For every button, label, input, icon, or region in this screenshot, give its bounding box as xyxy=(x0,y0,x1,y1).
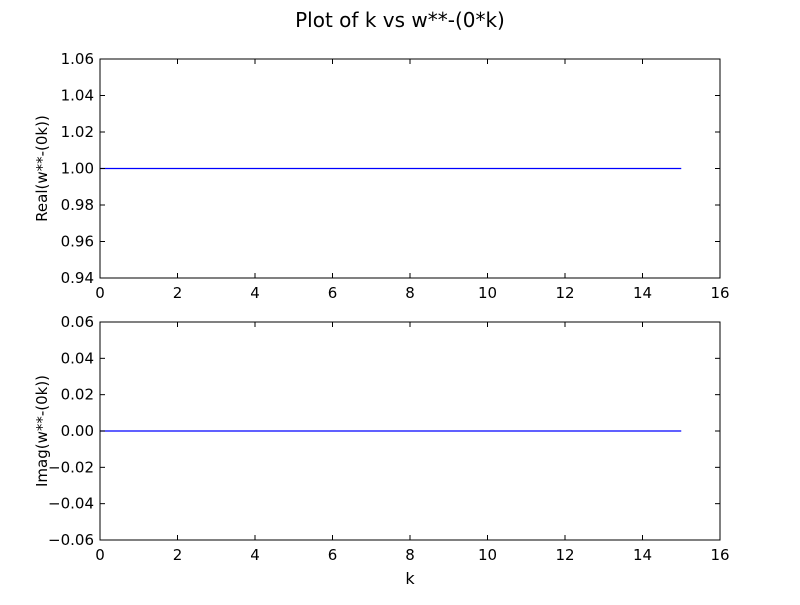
upper-x-tick-label: 8 xyxy=(405,284,415,302)
lower-x-tick-label: 8 xyxy=(405,546,415,564)
lower-x-tick-label: 12 xyxy=(555,546,574,564)
lower-y-tick-label: 0.02 xyxy=(61,386,94,404)
upper-x-tick-label: 6 xyxy=(328,284,338,302)
upper-y-tick-label: 1.02 xyxy=(61,123,94,141)
lower-y-tick-label: −0.04 xyxy=(48,495,94,513)
upper-x-tick-label: 14 xyxy=(633,284,652,302)
upper-x-tick-label: 4 xyxy=(250,284,260,302)
upper-y-tick-label: 0.94 xyxy=(61,269,94,287)
lower-y-tick-label: −0.02 xyxy=(48,458,94,476)
upper-y-tick-label: 1.04 xyxy=(61,87,94,105)
lower-y-tick-label: 0.00 xyxy=(61,422,94,440)
upper-y-axis-label: Real(w**-(0k)) xyxy=(33,115,51,222)
lower-x-tick-label: 10 xyxy=(478,546,497,564)
lower-y-tick-label: −0.06 xyxy=(48,531,94,549)
lower-x-tick-label: 0 xyxy=(95,546,105,564)
lower-x-tick-label: 4 xyxy=(250,546,260,564)
lower-x-axis-label: k xyxy=(405,569,415,588)
upper-x-tick-label: 2 xyxy=(173,284,183,302)
upper-x-tick-label: 0 xyxy=(95,284,105,302)
lower-y-tick-label: 0.06 xyxy=(61,313,94,331)
lower-x-tick-label: 2 xyxy=(173,546,183,564)
lower-x-tick-label: 6 xyxy=(328,546,338,564)
upper-y-tick-label: 0.96 xyxy=(61,233,94,251)
upper-y-tick-label: 1.06 xyxy=(61,50,94,68)
upper-y-tick-label: 0.98 xyxy=(61,196,94,214)
upper-x-tick-label: 12 xyxy=(555,284,574,302)
lower-x-tick-label: 16 xyxy=(710,546,729,564)
lower-x-tick-label: 14 xyxy=(633,546,652,564)
lower-y-axis-label: Imag(w**-(0k)) xyxy=(33,375,51,487)
figure-title: Plot of k vs w**-(0*k) xyxy=(295,8,505,32)
upper-y-tick-label: 1.00 xyxy=(61,160,94,178)
upper-x-tick-label: 16 xyxy=(710,284,729,302)
upper-x-tick-label: 10 xyxy=(478,284,497,302)
lower-y-tick-label: 0.04 xyxy=(61,349,94,367)
